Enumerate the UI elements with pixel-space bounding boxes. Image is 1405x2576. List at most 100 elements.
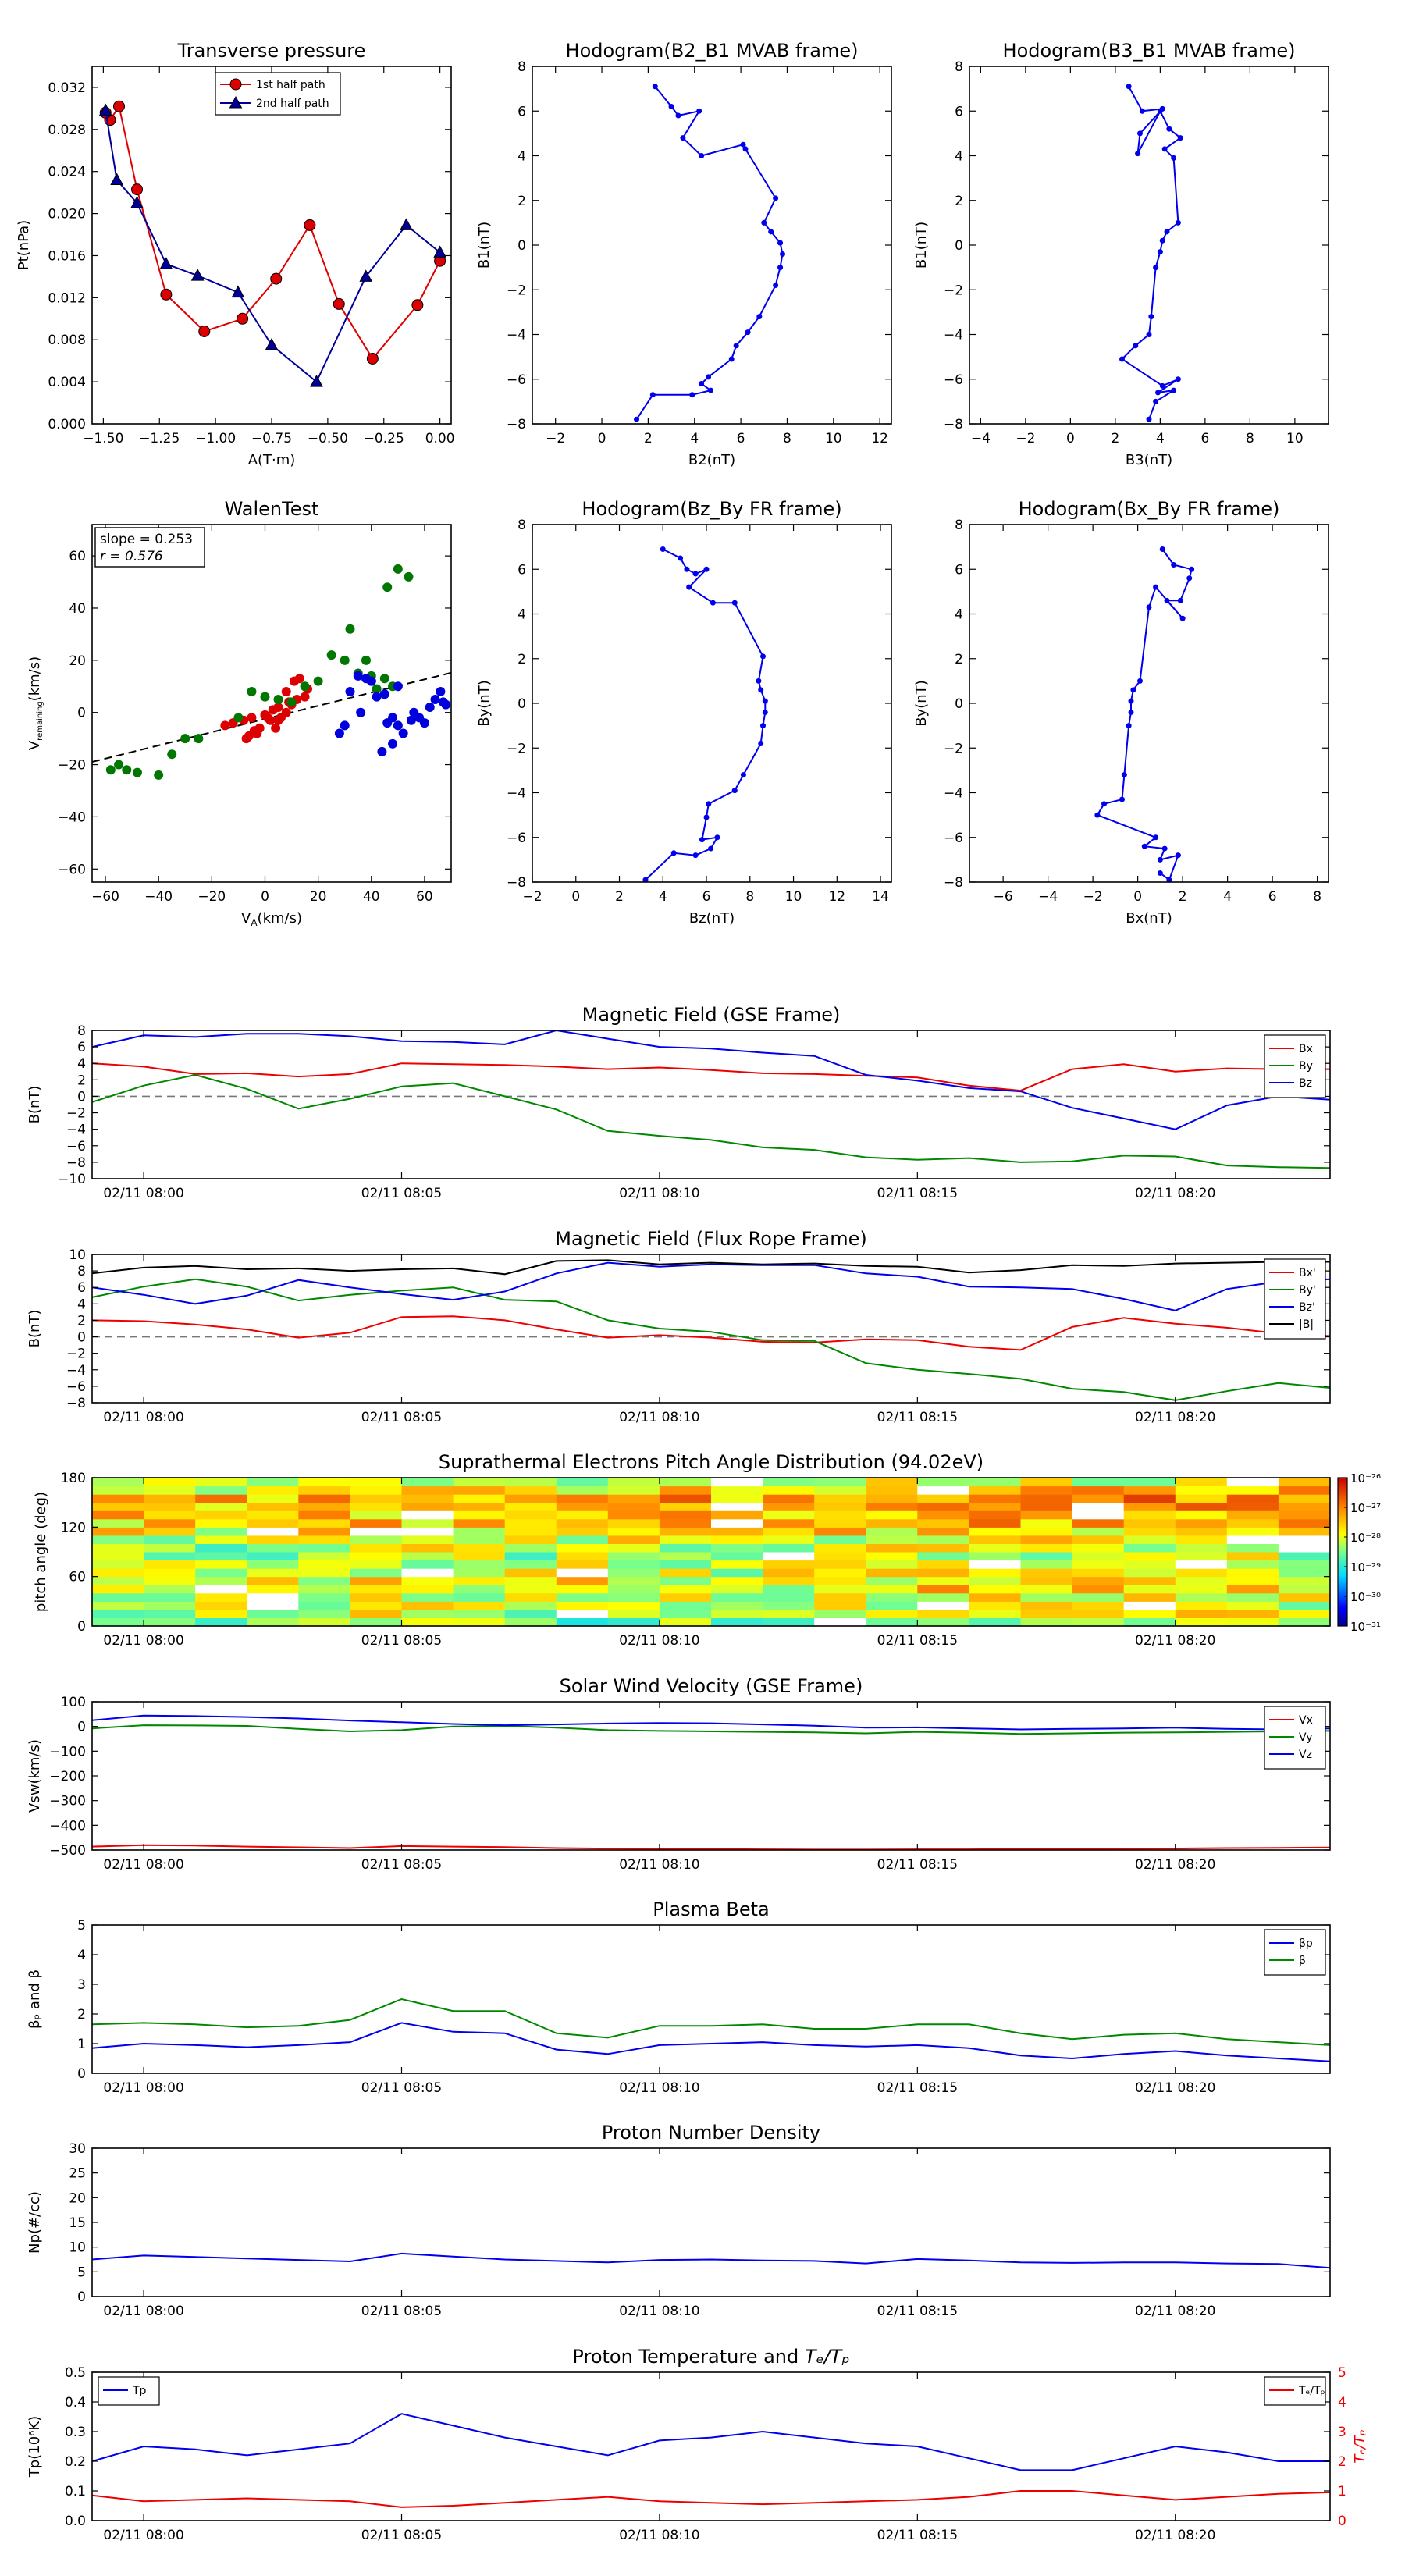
h2-point — [1159, 237, 1165, 244]
pad-cell — [504, 1518, 557, 1528]
pad-cell — [504, 1609, 557, 1618]
pad-cell — [1175, 1494, 1228, 1503]
h3-point — [703, 566, 710, 572]
vsw-ytick-label: −100 — [49, 1744, 86, 1759]
vsw-series-vx — [92, 1844, 1330, 1850]
pad-cell — [1175, 1617, 1228, 1627]
walen-points-green — [345, 624, 355, 634]
h3-ytick-label: 0 — [518, 696, 526, 712]
pad-cell — [92, 1617, 144, 1627]
walen-points-green — [247, 686, 257, 696]
pad-cell — [350, 1535, 402, 1544]
vsw-xtick-label: 02/11 08:15 — [877, 1857, 958, 1873]
pad-cell — [92, 1576, 144, 1585]
tp-series-1st-half-point — [198, 325, 211, 337]
h3-xtick-label: 10 — [785, 889, 802, 905]
tp-series-2nd-half-point — [159, 257, 173, 269]
walen-points-red — [247, 713, 257, 723]
pad-cell — [350, 1601, 402, 1610]
bgse-ytick-label: −2 — [66, 1106, 86, 1122]
h3-frame — [532, 524, 892, 883]
h4-ytick-label: 6 — [955, 562, 963, 578]
pad-cell — [1278, 1568, 1331, 1578]
tp-series-2nd-half-point — [265, 337, 279, 350]
h3-ytick-label: 4 — [518, 607, 526, 623]
tpr-ylabel: Tp(10⁶K) — [27, 2416, 43, 2478]
pad-cell — [1175, 1510, 1228, 1520]
pad-cell — [195, 1568, 247, 1578]
chart-bfr: Magnetic Field (Flux Rope Frame) 02/11 08… — [27, 1228, 1331, 1425]
pad-cell — [1020, 1601, 1073, 1610]
pad-cell — [401, 1543, 454, 1553]
vsw-ytick-label: −200 — [49, 1769, 86, 1784]
tp-legend-label-2nd: 2nd half path — [256, 98, 329, 110]
h1-point — [675, 112, 681, 119]
h4-point — [1121, 772, 1127, 778]
h1-point — [699, 153, 705, 158]
pad-cell — [92, 1560, 144, 1569]
pad-cell — [711, 1494, 763, 1503]
h3-point — [684, 566, 690, 572]
h1-ytick-label: −6 — [507, 372, 526, 388]
pad-cell — [1123, 1510, 1176, 1520]
pad-cell — [917, 1568, 969, 1578]
walen-points-red — [281, 686, 291, 696]
pad-cell — [92, 1485, 144, 1495]
pad-cell — [814, 1485, 866, 1495]
beta-xtick-label: 02/11 08:10 — [619, 2080, 699, 2096]
pad-cell — [195, 1601, 247, 1610]
walen-points-blue — [406, 715, 416, 725]
bfr-ytick-label: −4 — [66, 1363, 86, 1379]
pad-cell — [350, 1527, 402, 1536]
pad-cell — [453, 1552, 506, 1561]
pad-cell — [1278, 1510, 1331, 1520]
pad-cell — [814, 1560, 866, 1569]
beta-ytick-label: 4 — [77, 1948, 86, 1963]
bfr-series-bz — [92, 1261, 1330, 1311]
tp-xlabel: A(T·m) — [248, 452, 296, 468]
np-xtick-label: 02/11 08:10 — [619, 2304, 699, 2319]
pad-cell — [92, 1601, 144, 1610]
pad-cell — [1175, 1543, 1228, 1553]
bfr-legend-label: Bx' — [1299, 1267, 1316, 1279]
pad-cell — [1072, 1552, 1125, 1561]
h2-point — [1139, 108, 1145, 114]
walen-slope-label: slope = 0.253 — [100, 532, 193, 547]
pad-cell — [556, 1585, 609, 1594]
pad-cell — [195, 1510, 247, 1520]
h4-point — [1153, 834, 1159, 841]
pad-cell — [711, 1585, 763, 1594]
chart-pitch-angle-distribution: Suprathermal Electrons Pitch Angle Distr… — [33, 1451, 1381, 1649]
beta-series- — [92, 1998, 1330, 2046]
pad-cell — [917, 1502, 969, 1511]
h3-point — [714, 834, 720, 841]
pad-cell — [763, 1510, 815, 1520]
pad-cell — [1072, 1535, 1125, 1544]
pad-cell — [866, 1478, 918, 1487]
bfr-legend — [1264, 1258, 1326, 1340]
pad-cell — [350, 1585, 402, 1594]
bfr-xtick-label: 02/11 08:20 — [1135, 1410, 1215, 1425]
pad-cell — [350, 1485, 402, 1495]
h1-point — [689, 392, 695, 398]
walen-points-green — [393, 564, 403, 574]
pad-cell — [969, 1601, 1021, 1610]
pad-cell — [195, 1494, 247, 1503]
pad-cell — [1020, 1560, 1073, 1569]
pad-cell — [1072, 1543, 1125, 1553]
pad-cell — [814, 1585, 866, 1594]
pad-cell — [1020, 1518, 1073, 1528]
chart-walen-test: WalenTest −60 −40 −20 0 20 40 60 −60 −40 −20 0 20 40 6… — [27, 498, 452, 928]
pad-cell — [556, 1609, 609, 1618]
h3-xtick-label: −2 — [522, 889, 542, 905]
pad-cell — [607, 1592, 660, 1602]
pad-cell — [504, 1592, 557, 1602]
pad-cell — [866, 1518, 918, 1528]
walen-points-red — [300, 692, 310, 702]
walen-points-green — [300, 681, 310, 692]
pad-cell — [763, 1478, 815, 1487]
tpr-ytick-label: 0.4 — [65, 2395, 86, 2411]
pad-cell — [247, 1560, 299, 1569]
tp-ytick-label: 0.020 — [48, 207, 86, 222]
